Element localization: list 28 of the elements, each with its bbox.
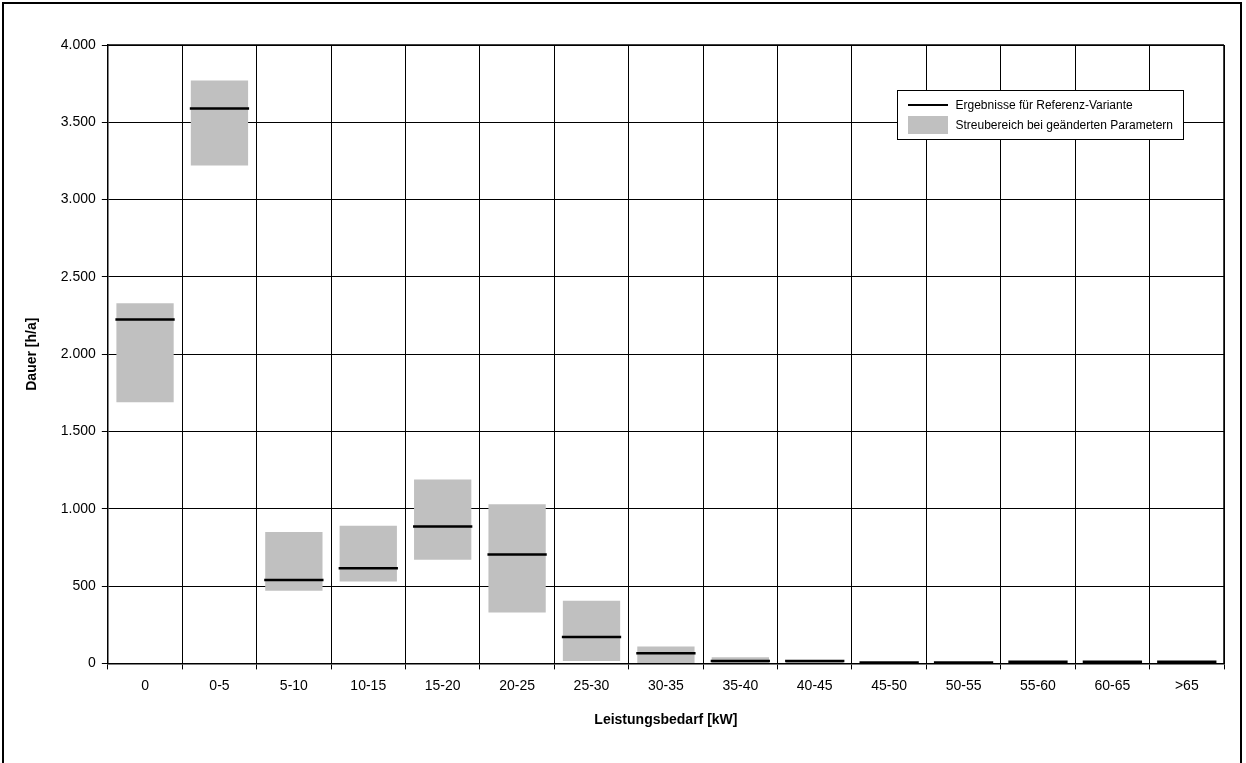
x-tick-label: 5-10	[279, 676, 309, 693]
y-tick-label: 3.000	[60, 190, 97, 207]
x-tick-label: 60-65	[1094, 676, 1131, 693]
x-tick-label: 30-35	[648, 676, 685, 693]
y-tick-label: 1.000	[60, 499, 97, 516]
x-tick-label: 50-55	[945, 676, 982, 693]
y-axis-title: Dauer [h/a]	[23, 317, 40, 391]
x-axis-title: Leistungsbedarf [kW]	[594, 711, 738, 728]
x-tick-label: 0-5	[209, 676, 230, 693]
legend-title: Ergebnisse für Referenz-Variante	[955, 98, 1133, 112]
y-tick-label: 1.500	[60, 422, 97, 439]
y-tick-label: 3.500	[60, 113, 97, 130]
y-tick-label: 2.000	[60, 345, 97, 362]
y-tick-label: 4.000	[60, 35, 97, 52]
x-tick-label: 25-30	[573, 676, 610, 693]
x-tick-label: >65	[1174, 676, 1199, 693]
x-tick-label: 15-20	[424, 676, 461, 693]
x-tick-label: 0	[141, 676, 150, 693]
x-tick-label: 10-15	[350, 676, 387, 693]
y-tick-label: 0	[88, 654, 97, 671]
x-tick-label: 40-45	[796, 676, 833, 693]
x-tick-label: 35-40	[722, 676, 759, 693]
y-tick-label: 2.500	[60, 267, 97, 284]
x-tick-label: 45-50	[871, 676, 908, 693]
x-tick-label: 55-60	[1020, 676, 1057, 693]
x-tick-label: 20-25	[499, 676, 536, 693]
legend-label: Streubereich bei geänderten Parametern	[955, 118, 1173, 132]
y-tick-label: 500	[72, 576, 97, 593]
